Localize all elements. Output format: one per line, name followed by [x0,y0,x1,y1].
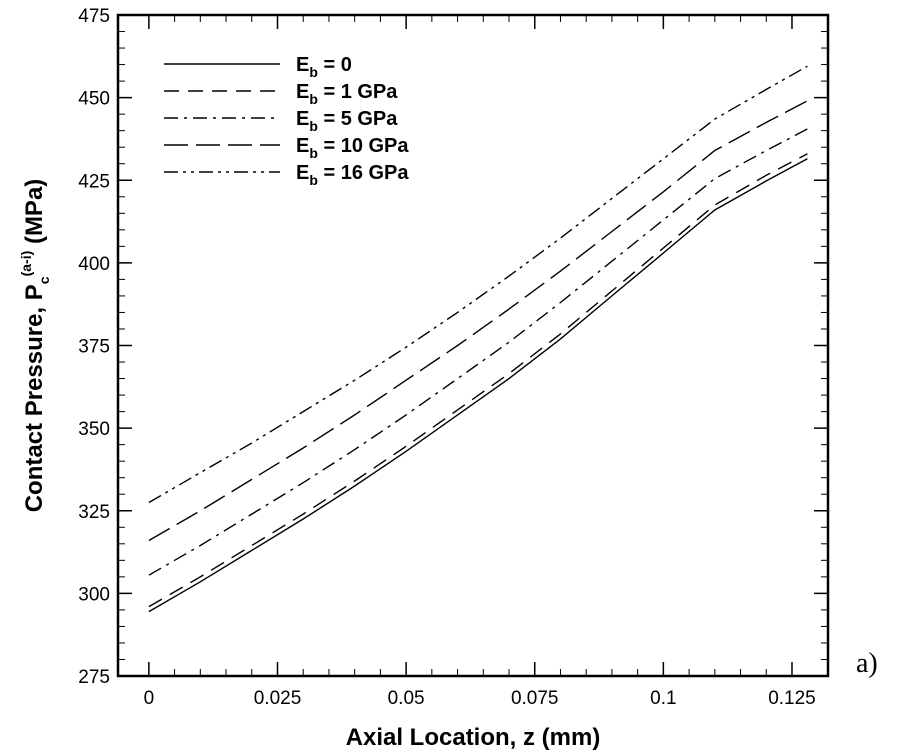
y-axis-title-subscript: c [36,276,52,284]
series-line-1 [148,158,808,613]
series-line-3 [148,128,808,576]
plot-frame [116,13,830,678]
y-tick-label: 275 [78,667,110,688]
legend-label-rest: = 5 GPa [318,108,398,130]
legend-label-subscript: b [309,145,318,161]
legend-label-main: E [296,54,309,76]
y-tick-label: 450 [78,89,110,110]
y-tick-label: 375 [78,337,110,358]
legend-label-5: Eb = 16 GPa [296,162,409,188]
legend-label-main: E [296,162,309,184]
y-tick-label: 300 [78,584,110,605]
y-tick-label: 425 [78,171,110,192]
legend-label-3: Eb = 5 GPa [296,108,398,134]
y-tick-label: 350 [78,419,110,440]
x-tick-label: 0.025 [254,688,302,709]
legend-label-subscript: b [309,118,318,134]
legend-label-1: Eb = 0 [296,54,352,80]
y-axis-title-superscript: (a-i) [18,251,34,277]
x-tick-labels: 0 0.025 0.05 0.075 0.1 0.125 [144,688,816,709]
legend-label-main: E [296,108,309,130]
x-tick-label: 0.1 [650,688,676,709]
legend-label-rest: = 1 GPa [318,81,398,103]
legend-label-rest: = 0 [318,54,352,76]
legend-label-rest: = 10 GPa [318,135,409,157]
series-line-5 [148,65,808,504]
y-tick-labels: 275 300 325 350 375 400 425 450 475 [78,6,110,688]
y-tick-label: 400 [78,254,110,275]
y-axis-title-unit: (MPa) [21,179,48,251]
legend-label-main: E [296,81,309,103]
legend-label-main: E [296,135,309,157]
legend-label-subscript: b [309,172,318,188]
y-axis-title-main: Contact Pressure, P [21,284,48,512]
legend-label-2: Eb = 1 GPa [296,81,398,107]
y-tick-label: 325 [78,502,110,523]
x-tick-label: 0 [144,688,155,709]
legend-label-subscript: b [309,91,318,107]
series-line-4 [148,100,808,542]
series-layer [148,65,808,613]
legend-label-4: Eb = 10 GPa [296,135,409,161]
x-tick-label: 0.05 [388,688,425,709]
x-tick-label: 0.125 [768,688,816,709]
series-line-2 [148,153,808,608]
legend-label-rest: = 16 GPa [318,162,409,184]
y-tick-label: 475 [78,6,110,27]
x-axis-title: Axial Location, z (mm) [346,724,601,751]
x-tick-label: 0.075 [511,688,559,709]
y-axis-title: Contact Pressure, Pc(a-i) (MPa) [18,179,52,513]
legend-label-subscript: b [309,64,318,80]
panel-label: a) [856,648,878,679]
ticks-layer [118,14,828,677]
